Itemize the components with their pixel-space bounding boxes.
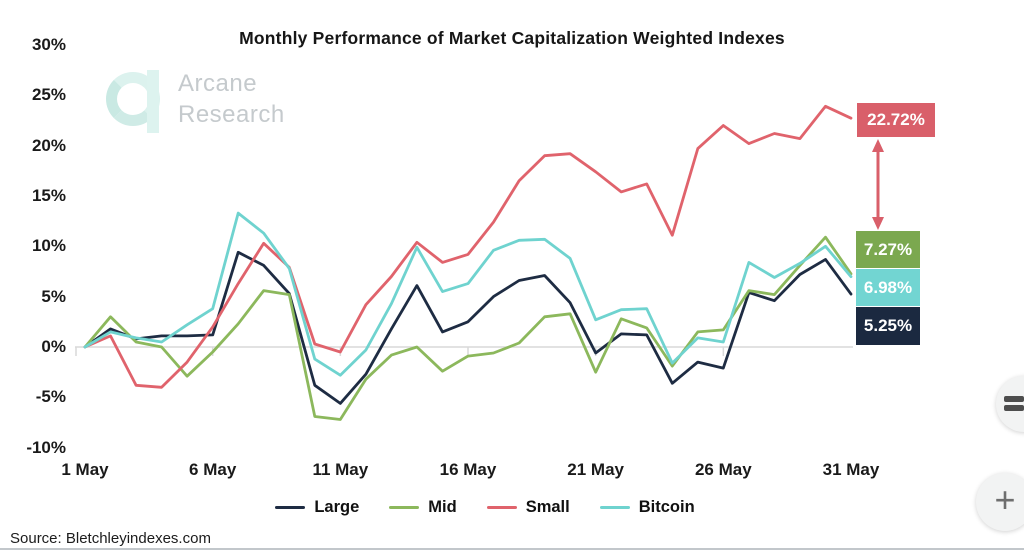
watermark-line1: Arcane	[178, 70, 258, 97]
x-axis-label: 26 May	[694, 460, 752, 479]
legend-swatch-icon	[275, 505, 306, 510]
y-axis-label: -10%	[26, 437, 66, 457]
range-arrow-head-down	[872, 217, 884, 230]
y-axis-label: 20%	[31, 135, 66, 155]
watermark-line2: Research	[178, 101, 285, 128]
x-axis-label: 16 May	[439, 460, 497, 479]
watermark-text: Arcane Research	[178, 68, 285, 130]
end-label-large: 5.25%	[856, 307, 920, 345]
range-arrow-head-up	[872, 139, 884, 152]
y-axis-label: 0%	[41, 337, 66, 356]
x-axis-label: 21 May	[567, 460, 624, 479]
legend-label: Small	[525, 498, 570, 516]
tune-icon	[1004, 396, 1024, 402]
legend-item-mid[interactable]: Mid	[389, 498, 457, 517]
legend-swatch-icon	[599, 505, 630, 510]
legend-label: Mid	[428, 498, 457, 516]
legend-item-bitcoin[interactable]: Bitcoin	[599, 498, 695, 517]
source-text: Source: Bletchleyindexes.com	[10, 530, 211, 547]
y-axis-label: 25%	[31, 85, 66, 105]
tune-icon	[1004, 405, 1024, 411]
legend: Large Mid Small Bitcoin	[0, 498, 970, 517]
y-axis-label: 10%	[31, 236, 66, 256]
legend-label: Large	[314, 498, 360, 516]
y-axis-label: 5%	[41, 286, 66, 306]
x-axis-label: 11 May	[312, 460, 369, 479]
end-label-bitcoin: 6.98%	[856, 269, 920, 306]
legend-item-large[interactable]: Large	[275, 498, 359, 517]
legend-item-small[interactable]: Small	[486, 498, 570, 517]
legend-label: Bitcoin	[638, 498, 695, 516]
y-axis-label: -5%	[35, 387, 66, 407]
legend-swatch-icon	[389, 505, 420, 510]
chart-title: Monthly Performance of Market Capitaliza…	[239, 28, 785, 48]
series-line-small	[83, 104, 853, 389]
y-axis-label: 30%	[31, 34, 66, 54]
end-label-mid: 7.27%	[856, 231, 920, 268]
legend-swatch-icon	[486, 505, 517, 510]
zoom-in-button[interactable]: +	[976, 473, 1024, 531]
x-axis-label: 6 May	[189, 460, 237, 479]
arcane-logo-bar	[147, 70, 159, 133]
x-axis-label: 1 May	[61, 460, 109, 479]
series-line-mid	[83, 235, 853, 421]
series-line-large	[83, 250, 853, 405]
y-axis-label: 15%	[31, 185, 66, 205]
bottom-divider	[0, 548, 1024, 550]
x-axis-label: 31 May	[822, 460, 880, 479]
plus-icon: +	[994, 479, 1016, 520]
end-label-small: 22.72%	[857, 103, 935, 137]
series-line-bitcoin	[83, 211, 853, 377]
